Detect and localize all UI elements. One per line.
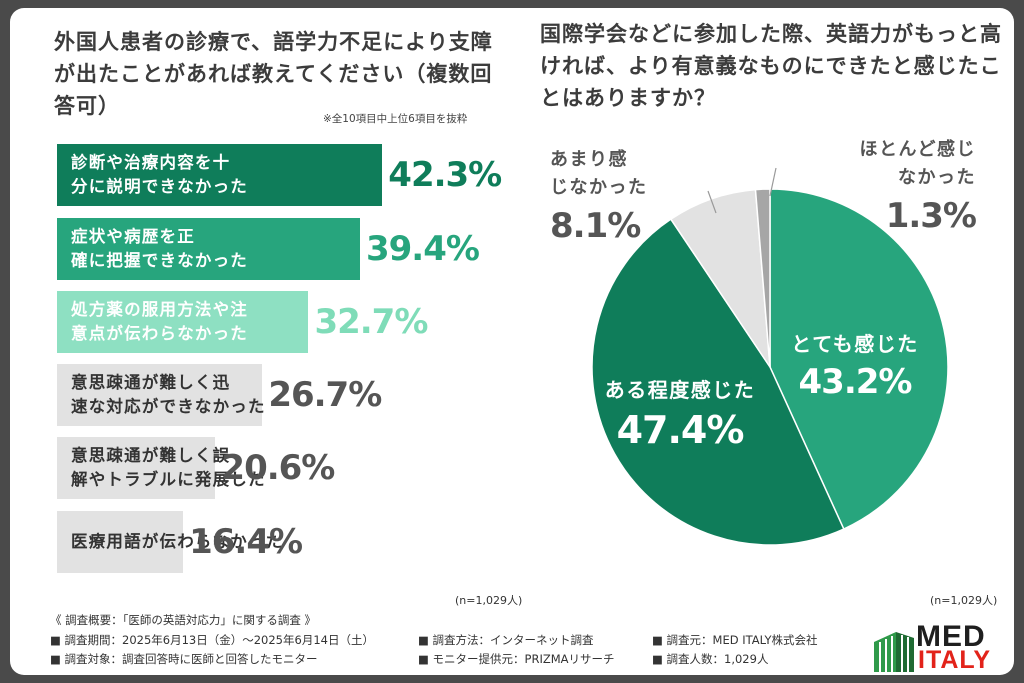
bar-label-6: 医療用語が伝わらなかった: [71, 532, 284, 551]
pie-value-3: 8.1%: [550, 206, 641, 246]
pie-value-2: 47.4%: [616, 408, 745, 452]
bar-6: [57, 511, 184, 573]
bar-2: [57, 218, 360, 280]
bar-label-5: 意思疎通が難しく誤 解やトラブルに発展した: [71, 446, 266, 489]
survey-method: ■ 調査方法：インターネット調査: [418, 632, 594, 647]
pie-label-3: あまり感 じなかった: [550, 149, 648, 198]
right-question-title: 国際学会などに参加した際、英語力がもっと高ければ、より有意義なものにできたと感じ…: [540, 22, 1002, 110]
pie-chart: [591, 167, 949, 546]
survey-organizer: ■ 調査元：MED ITALY株式会社: [652, 632, 818, 647]
bar-value-5: 20.6%: [221, 448, 335, 488]
survey-period: ■ 調査期間：2025年6月13日（金）〜2025年6月14日（土）: [50, 632, 374, 647]
survey-count: ■ 調査人数：1,029人: [652, 652, 769, 666]
pie-value-1: 43.2%: [798, 362, 913, 402]
bar-label-3: 処方薬の服用方法や注 意点が伝わらなかった: [71, 300, 248, 343]
pie-value-4: 1.3%: [885, 196, 977, 236]
left-question-title: 外国人患者の診療で、語学力不足により支障が出たことがあれば教えてください（複数回…: [54, 30, 493, 118]
med-italy-logo: MED ITALY: [872, 620, 1007, 674]
pie-leader-line-1: [707, 190, 717, 214]
bar-value-2: 39.4%: [365, 229, 480, 269]
bar-value-1: 42.3%: [388, 155, 502, 195]
survey-target: ■ 調査対象：調査回答時に医師と回答したモニター: [50, 652, 318, 666]
pie-label-4: ほとんど感じ なかった: [859, 139, 976, 188]
bar-label-4: 意思疎通が難しく迅 速な対応ができなかった: [71, 373, 266, 416]
bar-value-6: 16.4%: [189, 522, 303, 562]
infographic-card: 外国人患者の診療で、語学力不足により支障が出たことがあれば教えてください（複数回…: [10, 8, 1014, 675]
logo-mark-icon: [874, 632, 914, 672]
bar-4: [57, 364, 263, 426]
left-sample-size: (n=1,029人): [455, 594, 523, 607]
pie-leader-line-2: [769, 167, 777, 197]
pie-slice-2: [591, 218, 845, 546]
bar-label-2: 症状や病歴を正 確に把握できなかった: [71, 227, 248, 270]
bar-3: [57, 291, 309, 353]
right-sample-size: (n=1,029人): [930, 594, 998, 607]
bar-1: [57, 144, 383, 206]
pie-slice-4: [754, 188, 771, 368]
logo-text-italy: ITALY: [918, 646, 992, 674]
bar-value-3: 32.7%: [314, 302, 428, 342]
logo-text-med: MED: [916, 620, 986, 653]
survey-summary: 《 調査概要：「医師の英語対応力」に関する調査 》: [50, 613, 317, 627]
pie-slice-1: [769, 188, 949, 530]
bar-label-1: 診断や治療内容を十 分に説明できなかった: [71, 153, 248, 196]
survey-provider: ■ モニター提供元：PRIZMAリサーチ: [418, 652, 615, 666]
bar-5: [57, 437, 216, 499]
left-question-note: ※全10項目中上位6項目を抜粋: [323, 113, 468, 125]
pie-label-2: ある程度感じた: [604, 378, 756, 402]
bar-value-4: 26.7%: [268, 375, 382, 415]
pie-label-1: とても感じた: [791, 332, 919, 356]
